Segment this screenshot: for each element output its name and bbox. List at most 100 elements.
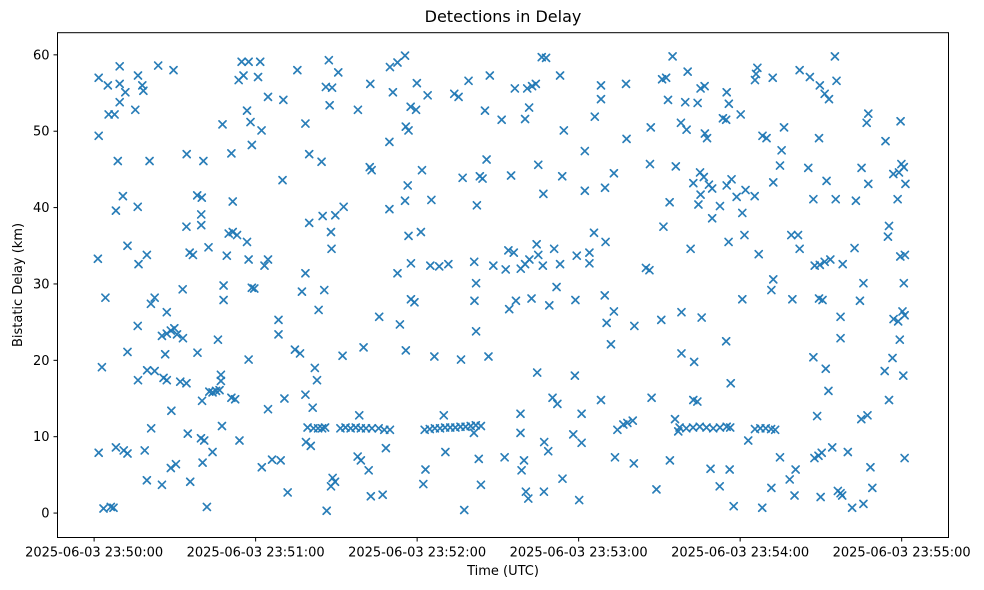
data-point-marker (416, 227, 426, 237)
data-point-marker (304, 218, 314, 228)
data-point-marker (822, 176, 831, 186)
data-point-marker (364, 465, 374, 475)
data-point-marker (471, 326, 481, 336)
data-point-marker (867, 483, 877, 493)
data-point-marker (609, 307, 619, 316)
data-point-marker (171, 459, 181, 469)
data-point-marker (353, 105, 363, 115)
data-point-marker (729, 501, 739, 511)
data-point-marker (198, 458, 207, 468)
data-point-marker (527, 294, 536, 303)
data-point-marker (146, 423, 156, 433)
data-point-marker (263, 404, 273, 414)
data-point-marker (680, 97, 690, 107)
data-point-marker (185, 477, 195, 487)
data-point-marker (111, 206, 121, 215)
data-point-marker (133, 375, 143, 385)
data-point-marker (785, 475, 795, 484)
data-point-marker (893, 317, 903, 326)
data-point-marker (725, 423, 735, 432)
data-point-marker (577, 438, 586, 448)
data-point-marker (411, 105, 421, 115)
data-point-marker (410, 297, 419, 307)
data-point-marker (866, 462, 875, 472)
data-point-marker (326, 227, 336, 237)
data-point-marker (123, 241, 132, 251)
data-point-marker (740, 230, 749, 240)
data-point-marker (670, 414, 680, 424)
data-point-marker (895, 252, 905, 261)
data-point-marker (824, 94, 834, 104)
data-point-marker (500, 452, 509, 462)
data-point-marker (242, 237, 252, 247)
data-point-marker (330, 210, 340, 220)
data-point-marker (681, 423, 691, 433)
data-point-marker (851, 196, 861, 206)
data-point-marker (630, 321, 639, 331)
data-point-marker (736, 110, 746, 119)
data-point-marker (115, 61, 125, 71)
data-point-marker (898, 371, 908, 380)
data-point-marker (359, 342, 368, 352)
data-point-marker (322, 506, 332, 516)
data-point-marker (367, 165, 376, 175)
data-point-marker (150, 293, 160, 303)
data-point-marker (314, 305, 323, 315)
data-point-marker (94, 448, 104, 458)
data-point-marker (395, 320, 405, 329)
data-point-marker (278, 95, 288, 105)
data-point-marker (809, 352, 818, 362)
data-point-marker (520, 114, 530, 124)
data-point-marker (218, 119, 227, 129)
data-point-marker (538, 261, 548, 270)
data-point-marker (228, 197, 238, 206)
data-point-marker (406, 102, 416, 112)
data-point-marker (558, 474, 567, 484)
data-point-marker (257, 462, 267, 472)
data-point-marker (602, 318, 611, 328)
data-point-marker (791, 465, 800, 474)
data-point-marker (706, 464, 715, 474)
data-point-marker (142, 250, 152, 260)
data-point-marker (120, 87, 130, 97)
data-point-marker (888, 353, 897, 363)
data-point-marker (805, 72, 815, 82)
data-point-marker (832, 76, 841, 86)
data-point-marker (249, 284, 259, 293)
data-point-marker (393, 58, 402, 67)
data-point-marker (444, 259, 453, 269)
data-point-marker (111, 443, 121, 452)
data-point-marker (623, 418, 632, 428)
data-point-marker (162, 307, 172, 317)
data-point-marker (817, 448, 827, 458)
data-point-marker (385, 62, 395, 72)
data-point-marker (297, 287, 307, 296)
data-point-marker (454, 92, 463, 102)
data-point-marker (830, 52, 840, 61)
data-point-marker (93, 254, 103, 264)
data-point-marker (786, 230, 796, 240)
data-point-marker (320, 423, 330, 432)
data-point-marker (767, 483, 776, 493)
data-point-marker (400, 51, 410, 60)
data-point-marker (318, 211, 327, 221)
data-point-marker (847, 503, 857, 513)
data-point-marker (544, 300, 554, 310)
data-point-marker (646, 123, 656, 132)
data-point-marker (292, 65, 302, 75)
data-point-marker (721, 336, 731, 346)
data-point-marker (863, 410, 872, 420)
data-point-marker (482, 155, 491, 164)
data-point-marker (182, 149, 192, 159)
data-point-marker (708, 423, 718, 433)
data-point-marker (697, 313, 707, 322)
data-point-marker (257, 126, 266, 135)
data-point-marker (539, 487, 549, 497)
data-point-marker (523, 494, 533, 503)
data-point-marker (412, 78, 422, 88)
data-point-marker (361, 423, 371, 433)
data-point-marker (696, 190, 705, 199)
data-point-marker (724, 237, 733, 247)
data-point-marker (327, 83, 337, 93)
